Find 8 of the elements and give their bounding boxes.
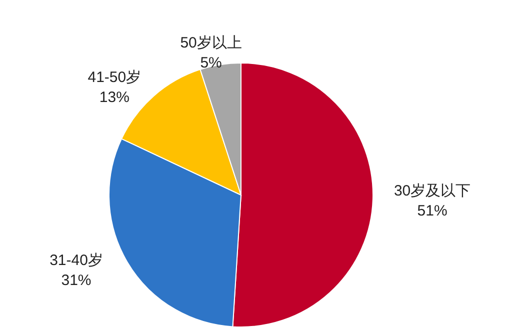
slice-label: 30岁及以下 [394,182,471,200]
data-label: 51% [417,202,448,220]
data-label: 13% [99,89,130,106]
slice-label: 31-40岁 [50,252,103,269]
slice-label: 41-50岁 [88,69,142,86]
slice-label: 50岁以上 [180,34,242,52]
data-label: 5% [200,54,222,72]
data-label: 31% [61,272,92,289]
